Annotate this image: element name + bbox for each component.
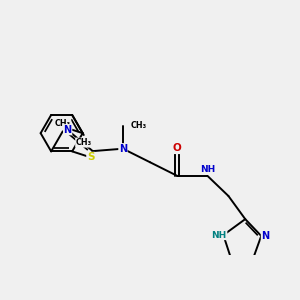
Text: NH: NH	[212, 231, 227, 240]
Text: CH₃: CH₃	[130, 121, 147, 130]
Text: CH₃: CH₃	[76, 138, 92, 147]
Text: CH₃: CH₃	[55, 119, 71, 128]
Text: N: N	[261, 231, 269, 241]
Text: NH: NH	[200, 165, 215, 174]
Text: N: N	[64, 125, 72, 135]
Text: N: N	[119, 144, 127, 154]
Text: O: O	[173, 143, 182, 153]
Text: S: S	[87, 152, 94, 162]
